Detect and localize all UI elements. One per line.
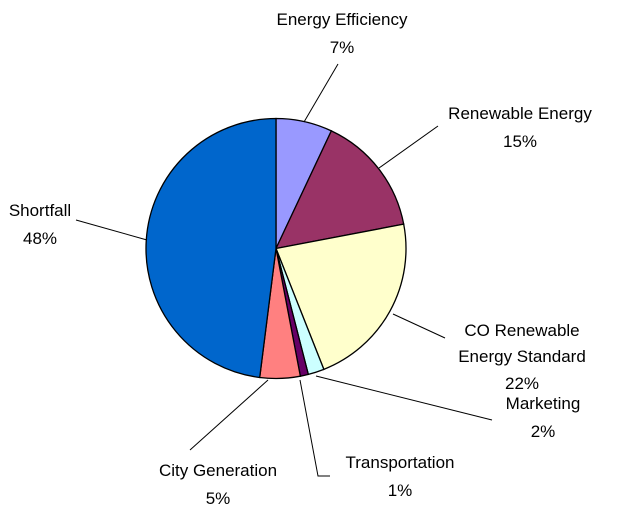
category-label: Transportation [345, 453, 455, 472]
value-label: 22% [504, 374, 540, 393]
category-label: Renewable Energy [448, 104, 592, 123]
value-label: 5% [205, 489, 231, 508]
leader-line [75, 219, 148, 241]
category-label: Marketing [505, 394, 581, 413]
slice-label: Shortfall 48% [9, 197, 71, 253]
slice-label: City Generation 5% [159, 457, 277, 509]
category-label: CO Renewable Energy Standard [458, 321, 586, 366]
value-label: 15% [502, 132, 538, 151]
leader-line [189, 379, 269, 451]
leader-line [299, 379, 330, 477]
value-label: 1% [387, 481, 413, 500]
pie-slice [274, 130, 405, 250]
category-label: Shortfall [8, 201, 72, 220]
leader-line [303, 63, 339, 123]
leader-line [392, 313, 446, 339]
category-label: Energy Efficiency [276, 10, 408, 29]
slice-label: CO Renewable Energy Standard 22% [447, 318, 597, 398]
slice-label: Transportation 1% [346, 449, 455, 505]
pie-slice [145, 117, 277, 379]
slice-label: Marketing 2% [506, 390, 581, 446]
leader-line [315, 375, 493, 421]
leader-line [378, 125, 439, 169]
slice-label: Renewable Energy 15% [448, 100, 592, 156]
value-label: 2% [530, 422, 556, 441]
value-label: 48% [22, 229, 58, 248]
value-label: 7% [329, 38, 355, 57]
slice-label: Energy Efficiency 7% [276, 6, 407, 62]
category-label: City Generation [158, 461, 278, 480]
pie-slice [275, 223, 407, 371]
